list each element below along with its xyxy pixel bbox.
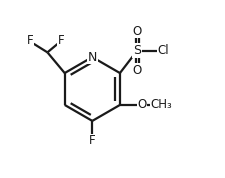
Text: CH₃: CH₃ [150, 98, 171, 111]
Text: N: N [87, 51, 97, 64]
Text: O: O [132, 25, 141, 38]
Text: F: F [58, 34, 64, 47]
Text: F: F [89, 134, 95, 147]
Text: Cl: Cl [157, 44, 168, 57]
Text: F: F [27, 34, 33, 47]
Text: O: O [132, 64, 141, 77]
Text: O: O [137, 98, 146, 111]
Text: S: S [133, 44, 141, 57]
